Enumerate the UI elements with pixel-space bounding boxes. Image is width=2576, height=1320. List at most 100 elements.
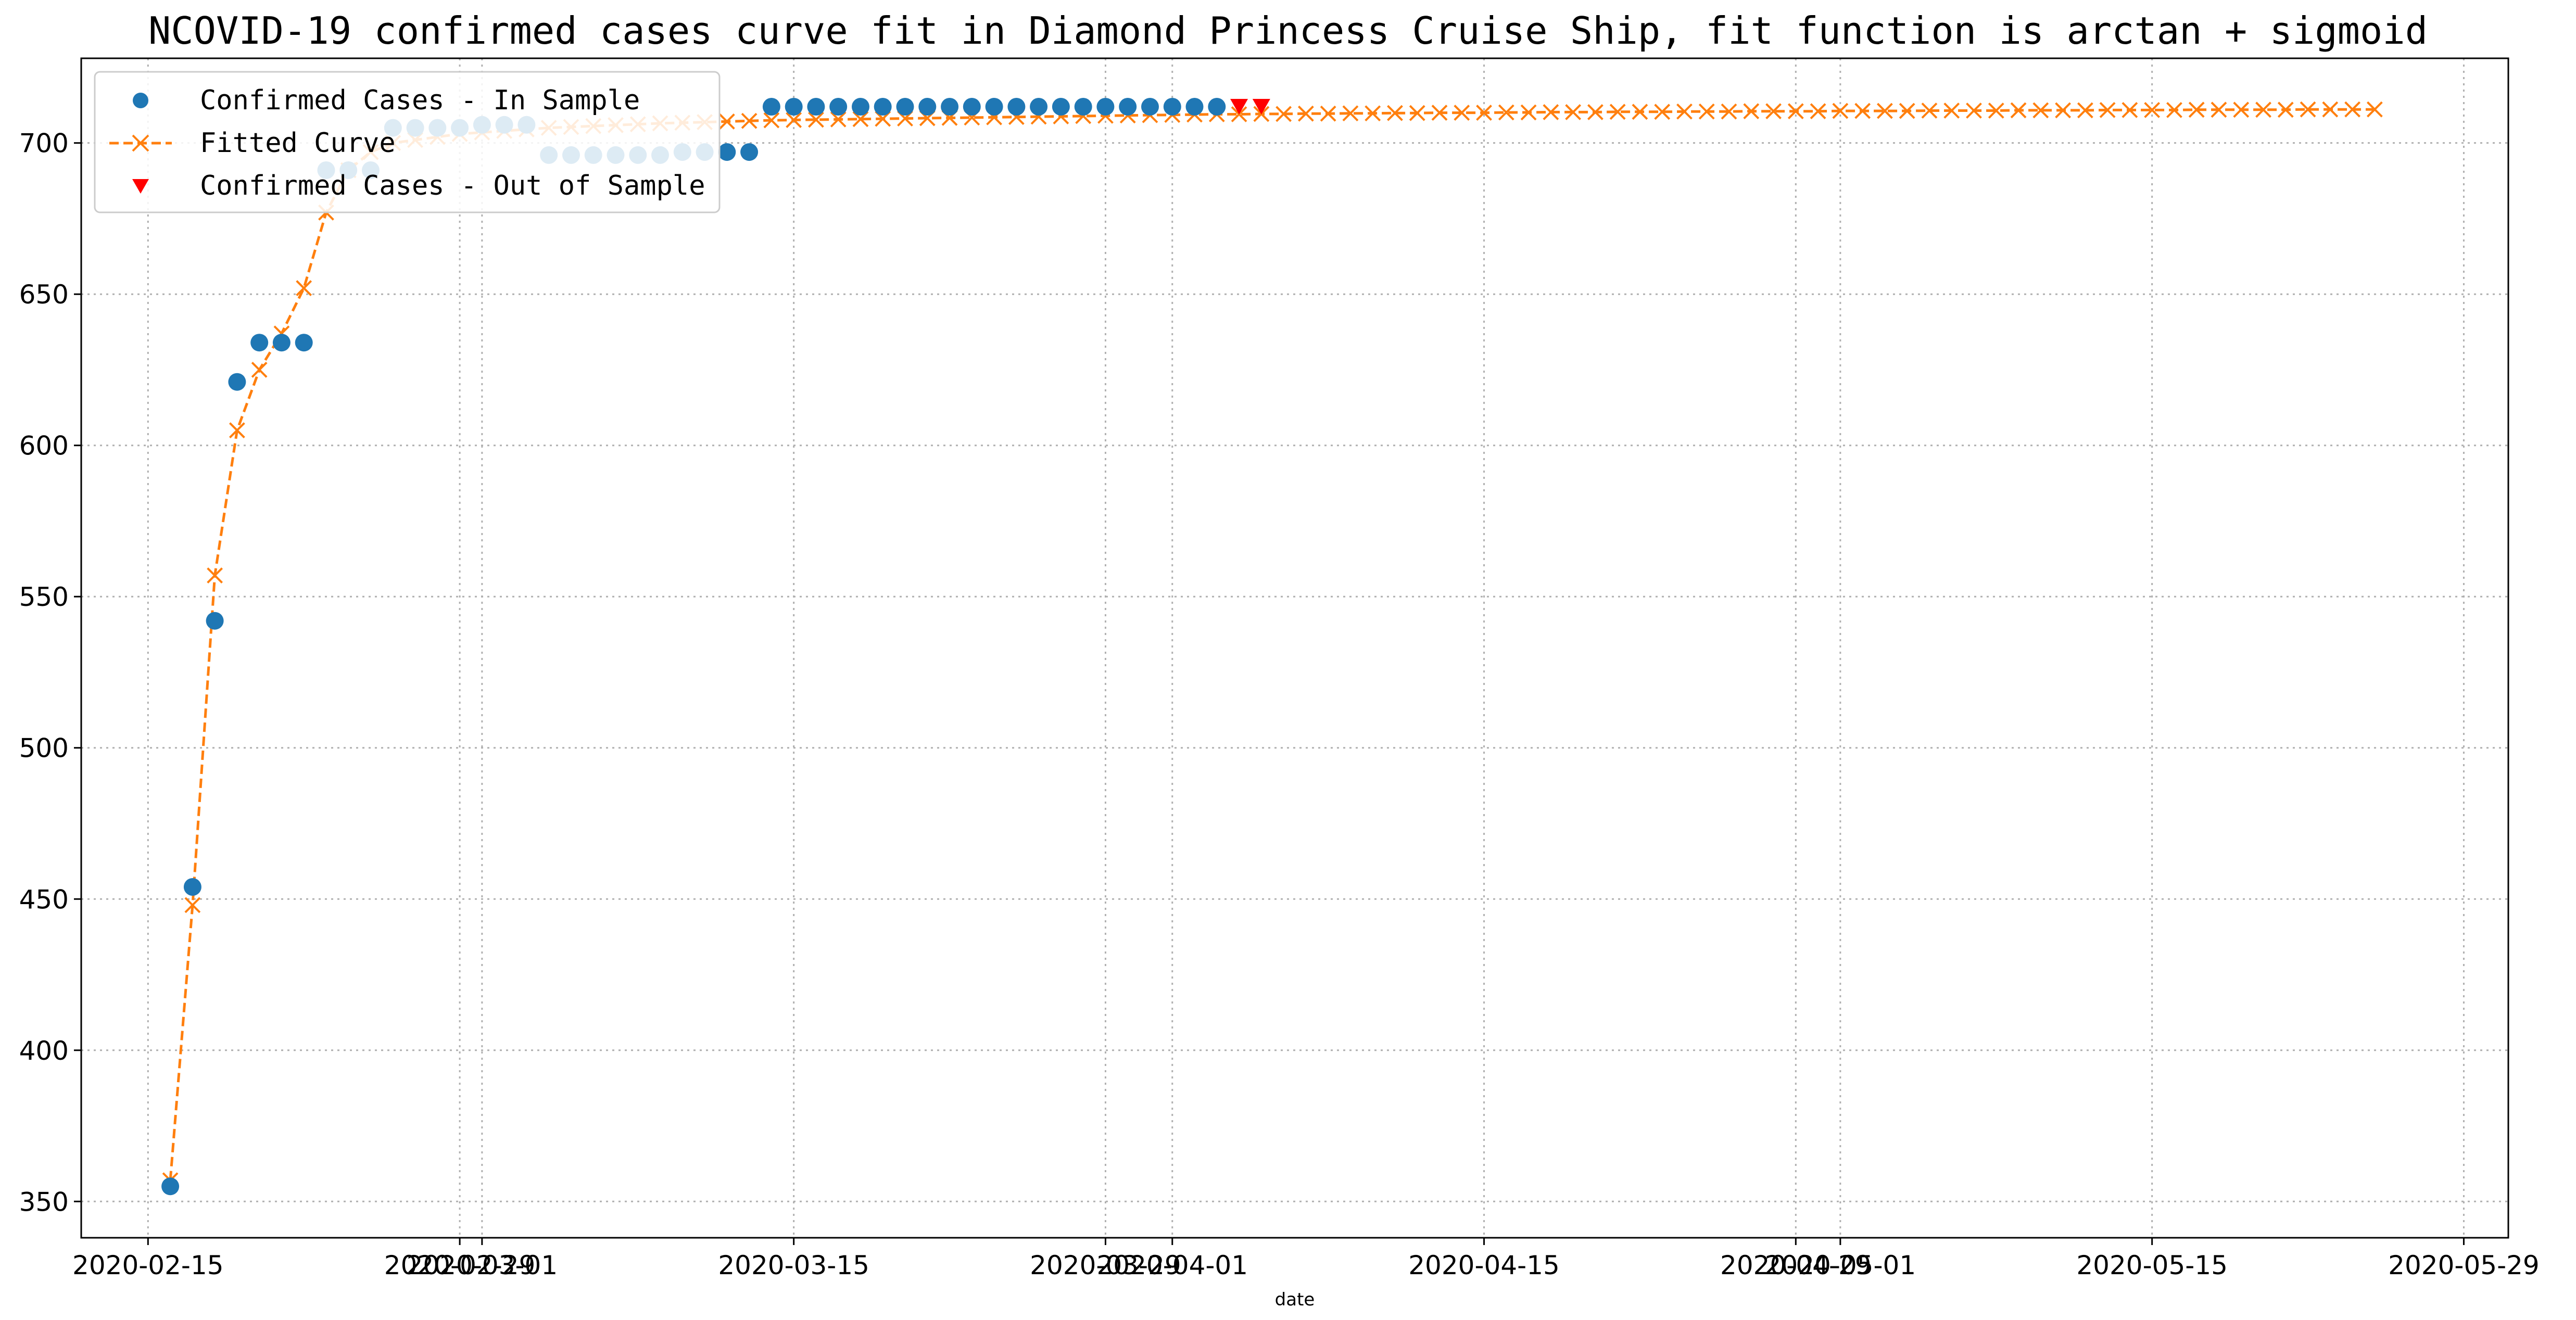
in-sample-point [807, 98, 825, 116]
fitted-curve-point [1632, 104, 1648, 120]
fitted-curve-point [2300, 101, 2316, 118]
in-sample-point [1119, 98, 1137, 116]
in-sample-point [295, 334, 313, 352]
fitted-curve-point [1387, 105, 1403, 121]
in-sample-point [896, 98, 914, 116]
legend-label-in-sample: Confirmed Cases - In Sample [200, 85, 640, 116]
fitted-curve-point [2099, 101, 2116, 118]
fitted-curve-point [830, 111, 847, 128]
x-tick-label: 2020-02-15 [72, 1250, 224, 1280]
legend: Confirmed Cases - In Sample Fitted Curve… [94, 71, 721, 213]
legend-marker-in-sample [133, 93, 148, 108]
y-tick-label: 650 [19, 280, 69, 310]
out-of-sample-point [1230, 98, 1248, 115]
fitted-curve-point [229, 422, 245, 439]
fitted-curve-point [2366, 101, 2383, 118]
in-sample-point [272, 334, 291, 352]
fitted-curve-point [2166, 101, 2182, 118]
x-tick-label: 2020-03-29 [1030, 1250, 1181, 1280]
fitted-curve-point [2188, 101, 2205, 118]
grid-layer [81, 58, 2508, 1238]
fitted-curve-point [1943, 103, 1960, 119]
fitted-curve-point [2077, 102, 2093, 119]
in-sample-point [941, 98, 959, 116]
in-sample-point [183, 878, 201, 896]
fitted-curve-point [1743, 103, 1760, 120]
fitted-curve-point [1587, 104, 1603, 120]
fitted-curve-point [808, 111, 824, 128]
fitted-curve-point [786, 112, 802, 128]
in-sample-point [1096, 98, 1115, 116]
fitted-curve-point [1297, 105, 1314, 122]
legend-label-fitted: Fitted Curve [200, 128, 396, 159]
x-tick-label: 2020-03-01 [407, 1250, 558, 1280]
fitted-curve-point [2144, 101, 2161, 118]
fitted-curve-point [184, 897, 201, 913]
x-tick-label: 2020-05-15 [2076, 1250, 2228, 1280]
in-sample-point [1007, 98, 1026, 116]
fitted-curve-point [2122, 101, 2138, 118]
x-tick-label: 2020-04-15 [1408, 1250, 1560, 1280]
y-tick-label: 500 [19, 733, 69, 764]
fitted-curve-point [1988, 103, 2004, 119]
in-sample-point [1141, 98, 1159, 116]
fitted-curve-point [1676, 103, 1693, 120]
fitted-curve-point [1498, 104, 1514, 121]
in-sample-point [1185, 98, 1204, 116]
legend-box [94, 71, 721, 213]
fitted-curve-point [1787, 103, 1804, 120]
fitted-curve-point [1854, 103, 1871, 119]
in-sample-point [1208, 98, 1226, 116]
x-tick-label: 2020-03-15 [718, 1250, 869, 1280]
fitted-curve-point [1565, 104, 1582, 120]
fitted-curve-point [2322, 101, 2339, 118]
fitted-curve-point [1609, 104, 1626, 120]
fitted-curve-point [2344, 101, 2361, 118]
in-sample-point [228, 373, 246, 391]
in-sample-point [829, 98, 848, 116]
fitted-curve-point [2055, 102, 2072, 119]
in-sample-point [1030, 98, 1048, 116]
fitted-curve-point [2211, 101, 2227, 118]
y-tick-label: 350 [19, 1187, 69, 1217]
fitted-curve-point [1698, 103, 1715, 120]
in-sample-point [874, 98, 892, 116]
fitted-curve-point [1721, 103, 1737, 120]
in-sample-point [1052, 98, 1070, 116]
y-tick-label: 700 [19, 129, 69, 159]
y-tick-label: 450 [19, 884, 69, 915]
in-sample-point [718, 143, 736, 161]
fitted-curve-point [2277, 101, 2294, 118]
fitted-curve-point [2255, 101, 2271, 118]
fitted-curve-point [1476, 105, 1492, 121]
fitted-curve-point [1899, 103, 1915, 119]
y-tick-label: 550 [19, 582, 69, 612]
fitted-curve-point [1431, 105, 1448, 121]
x-tick-label: 2020-05-29 [2388, 1250, 2540, 1280]
x-tick-label: 2020-04-01 [1096, 1250, 1248, 1280]
fitted-curve-point [1342, 105, 1359, 122]
fitted-curve-point [741, 112, 757, 129]
out-of-sample-point [1252, 98, 1270, 115]
fitted-curve-point [1320, 105, 1336, 122]
fitted-curve-point [296, 280, 312, 296]
fitted-curve-point [1543, 104, 1559, 120]
fitted-curve-point [763, 112, 780, 129]
fitted-curve-point [852, 111, 869, 128]
in-sample-point [985, 98, 1003, 116]
fitted-curve-line [169, 108, 2375, 1181]
in-sample-point [1074, 98, 1092, 116]
legend-marker-out-sample [132, 179, 149, 194]
fitted-curve-point [2010, 102, 2027, 119]
fitted-curve-point [718, 113, 735, 130]
x-axis-label: date [1275, 1289, 1315, 1310]
y-tick-label: 400 [19, 1036, 69, 1066]
x-tick-label: 2020-04-29 [1720, 1250, 1872, 1280]
in-sample-point [963, 98, 981, 116]
in-sample-point [852, 98, 869, 116]
in-sample-point [918, 98, 937, 116]
in-sample-point [161, 1177, 180, 1196]
in-sample-point [1163, 98, 1181, 116]
fitted-curve-point [1877, 103, 1893, 119]
chart-title: NCOVID-19 confirmed cases curve fit in D… [148, 9, 2428, 53]
